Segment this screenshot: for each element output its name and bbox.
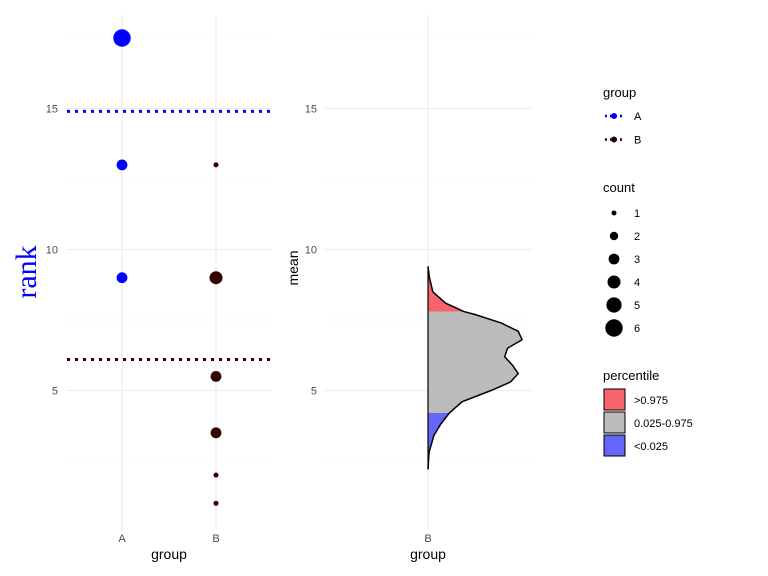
data-point-B — [213, 472, 219, 478]
data-point-A — [116, 159, 128, 171]
legend-group-label: A — [634, 111, 642, 123]
data-point-A — [116, 272, 128, 284]
data-point-B — [210, 427, 222, 439]
density-band-<0.025 — [428, 413, 450, 470]
left-y-axis-title: rank — [10, 245, 43, 298]
legend-count-key — [605, 319, 623, 337]
density-band-0.025-0.975 — [428, 311, 523, 414]
left-x-tick-label: A — [118, 533, 126, 545]
legend-count-label: 1 — [634, 208, 640, 220]
density-band->0.975 — [428, 266, 464, 312]
right-y-axis-title: mean — [285, 250, 301, 285]
legend-count-label: 5 — [634, 300, 640, 312]
left-y-tick-label: 10 — [46, 245, 58, 257]
legend-percentile-key — [603, 434, 626, 457]
legend-percentile-title: percentile — [603, 368, 659, 383]
legend-count-label: 2 — [634, 231, 640, 243]
right-y-tick-label: 15 — [305, 104, 317, 116]
right-x-axis-title: group — [410, 546, 446, 562]
left-y-tick-label: 5 — [52, 386, 58, 398]
right-y-tick-label: 10 — [305, 245, 317, 257]
legend: AB 1 2 3 4 5 6 >0.975 0.025-0.975 <0.025 — [603, 111, 693, 457]
data-point-B — [210, 371, 222, 382]
right-x-tick-label: B — [424, 533, 431, 545]
legend-count-key — [607, 275, 621, 289]
legend-group-title: group — [603, 85, 636, 100]
left-y-tick-label: 15 — [46, 104, 58, 116]
density-outline — [427, 266, 524, 470]
right-panel: 5 10 15 B — [305, 15, 531, 545]
legend-count-key — [606, 297, 622, 313]
left-x-tick-label: B — [212, 533, 219, 545]
right-y-tick-label: 5 — [311, 386, 317, 398]
legend-percentile-label: <0.025 — [634, 441, 668, 453]
legend-group-label: B — [634, 135, 641, 147]
data-point-B — [213, 500, 219, 506]
legend-count-key — [611, 210, 617, 216]
legend-count-key — [609, 231, 619, 241]
legend-percentile-label: 0.025-0.975 — [634, 418, 693, 430]
left-panel: 5 10 15 A B — [46, 15, 274, 545]
legend-count-key — [608, 253, 620, 265]
legend-percentile-key — [603, 411, 626, 434]
data-point-B — [209, 271, 223, 285]
legend-percentile-label: >0.975 — [634, 395, 668, 407]
legend-count-label: 3 — [634, 254, 640, 266]
legend-percentile-key — [603, 388, 626, 411]
data-point-B — [213, 162, 219, 168]
legend-count-label: 6 — [634, 323, 640, 335]
data-point-A — [113, 29, 131, 47]
legend-group-key-point-A — [611, 113, 617, 119]
left-x-axis-title: group — [151, 546, 187, 562]
legend-count-title: count — [603, 180, 635, 195]
legend-group-key-point-B — [611, 136, 617, 143]
legend-count-label: 4 — [634, 277, 640, 289]
